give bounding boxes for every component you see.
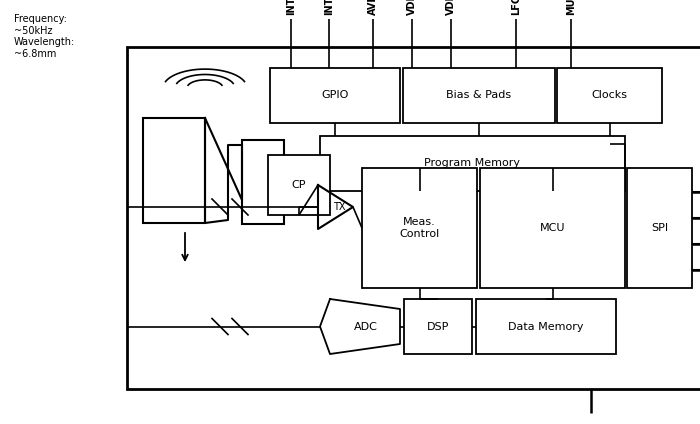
Text: TX: TX <box>333 202 346 212</box>
Text: INT1: INT1 <box>286 0 296 15</box>
Text: Frequency:
~50kHz
Wavelength:
~6.8mm: Frequency: ~50kHz Wavelength: ~6.8mm <box>14 14 76 59</box>
Bar <box>127 47 700 389</box>
Text: ADC: ADC <box>354 321 378 332</box>
Bar <box>320 136 625 191</box>
Text: LFCLK: LFCLK <box>511 0 521 15</box>
Text: VDDIO: VDDIO <box>446 0 456 15</box>
Text: GND: GND <box>586 423 596 424</box>
Text: Data Memory: Data Memory <box>508 321 584 332</box>
Bar <box>242 140 284 224</box>
Text: INT2: INT2 <box>324 0 334 15</box>
Bar <box>268 155 330 215</box>
Text: MCU: MCU <box>540 223 566 233</box>
Bar <box>627 168 692 288</box>
Text: MUTCLK: MUTCLK <box>566 0 576 15</box>
Bar <box>404 299 472 354</box>
Text: SPI: SPI <box>651 223 668 233</box>
Text: Program Memory: Program Memory <box>424 159 521 168</box>
Bar <box>476 299 616 354</box>
Bar <box>362 168 477 288</box>
Text: Meas.
Control: Meas. Control <box>400 217 440 239</box>
Bar <box>403 68 555 123</box>
Text: AVDD: AVDD <box>368 0 378 15</box>
Bar <box>557 68 662 123</box>
Bar <box>480 168 625 288</box>
Text: VDD: VDD <box>407 0 417 15</box>
Text: CP: CP <box>292 180 307 190</box>
Bar <box>270 68 400 123</box>
Text: GPIO: GPIO <box>321 90 349 100</box>
Text: DSP: DSP <box>427 321 449 332</box>
Text: Bias & Pads: Bias & Pads <box>447 90 512 100</box>
Bar <box>143 118 205 223</box>
Text: Clocks: Clocks <box>592 90 627 100</box>
